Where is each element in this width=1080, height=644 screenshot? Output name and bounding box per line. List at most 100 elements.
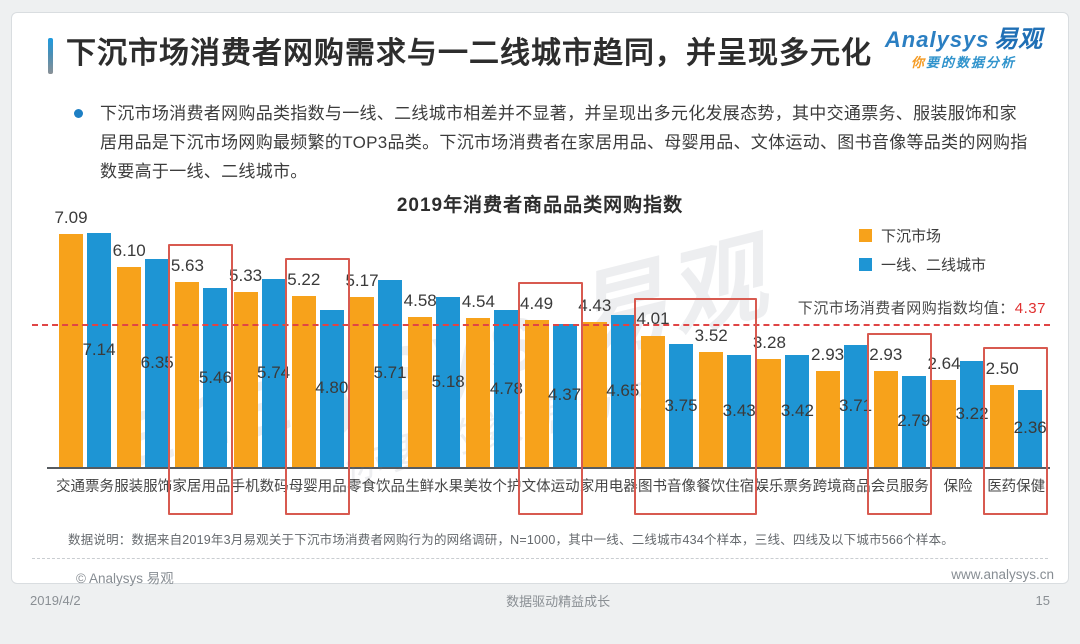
title-accent-bar bbox=[48, 38, 53, 74]
highlight-box bbox=[983, 347, 1049, 515]
chart-title: 2019年消费者商品品类网购指数 bbox=[396, 195, 684, 216]
value-label-tier12-cities: 6.35 bbox=[140, 352, 174, 372]
bullet-dot-icon bbox=[74, 109, 83, 118]
bar-tier12-cities bbox=[669, 344, 693, 467]
bar-tier12-cities bbox=[87, 232, 111, 467]
average-annotation-value: 4.37 bbox=[1014, 299, 1046, 317]
value-label-sinking-market: 2.64 bbox=[927, 354, 961, 374]
value-label-tier12-cities: 3.22 bbox=[955, 404, 989, 424]
category-column: 4.43 4.65 家用电器 bbox=[578, 217, 639, 495]
value-label-tier12-cities: 2.36 bbox=[1013, 418, 1047, 438]
bar-sinking-market bbox=[466, 318, 491, 467]
value-label-tier12-cities: 3.71 bbox=[839, 396, 873, 416]
legend-label-tier12-cities: 一线、二线城市 bbox=[881, 257, 987, 274]
value-label-tier12-cities: 5.46 bbox=[198, 367, 232, 387]
legend-label-sinking-market: 下沉市场 bbox=[881, 228, 942, 245]
legend-swatch-blue bbox=[859, 258, 872, 271]
value-label-sinking-market: 4.49 bbox=[520, 293, 554, 313]
category-column: 2.50 2.36 医药保健 bbox=[986, 217, 1047, 495]
page-title: 下沉市场消费者网购需求与一二线城市趋同，并呈现多元化 bbox=[66, 37, 872, 70]
slide-footer: 2019/4/2 数据驱动精益成长 15 bbox=[30, 591, 1050, 610]
bar-sinking-market bbox=[932, 380, 956, 467]
value-label-tier12-cities: 4.37 bbox=[548, 385, 582, 405]
category-column: 4.58 5.18 生鲜水果 bbox=[404, 217, 465, 495]
category-label: 家用电器 bbox=[579, 479, 638, 495]
legend-swatch-orange bbox=[859, 229, 872, 242]
bar-tier12-cities bbox=[494, 310, 519, 467]
footer-slogan: 数据驱动精益成长 bbox=[506, 594, 611, 609]
chart-legend: 下沉市场 一线、二线城市 bbox=[859, 225, 986, 283]
value-label-sinking-market: 5.22 bbox=[287, 269, 321, 289]
category-column: 5.17 5.71 零食饮品 bbox=[345, 217, 406, 495]
bar-sinking-market bbox=[699, 351, 724, 467]
legend-item-tier12-cities: 一线、二线城市 bbox=[859, 254, 986, 275]
category-label: 娱乐票务 bbox=[754, 479, 813, 495]
category-label: 家居用品 bbox=[172, 479, 231, 495]
category-label: 生鲜水果 bbox=[405, 479, 464, 495]
category-column: 2.64 3.22 保险 bbox=[927, 217, 988, 495]
category-column: 5.63 5.46 家居用品 bbox=[171, 217, 232, 495]
bar-tier12-cities bbox=[145, 258, 170, 467]
value-label-sinking-market: 2.50 bbox=[985, 359, 1019, 378]
value-label-tier12-cities: 5.18 bbox=[431, 372, 465, 391]
logo-tagline: 你要的数据分析 bbox=[885, 56, 1042, 70]
bar-sinking-market bbox=[524, 319, 549, 467]
category-label: 餐饮住宿 bbox=[696, 479, 755, 495]
bar-tier12-cities bbox=[843, 345, 868, 467]
category-label: 会员服务 bbox=[870, 479, 929, 495]
logo-wordmark: Analysys 易观 bbox=[885, 26, 1042, 53]
highlight-box bbox=[866, 332, 932, 515]
category-label: 跨境商品 bbox=[812, 479, 871, 495]
bar-tier12-cities bbox=[319, 309, 344, 467]
value-label-sinking-market: 2.93 bbox=[811, 344, 845, 364]
bar-sinking-market bbox=[815, 370, 840, 467]
bar-sinking-market bbox=[582, 321, 607, 467]
value-label-tier12-cities: 5.71 bbox=[373, 363, 407, 383]
category-label: 手机数码 bbox=[230, 479, 289, 495]
bar-tier12-cities bbox=[378, 279, 402, 467]
value-label-sinking-market: 2.93 bbox=[869, 344, 903, 364]
value-label-sinking-market: 3.52 bbox=[694, 325, 728, 345]
category-label: 医药保健 bbox=[987, 479, 1046, 495]
category-label: 图书音像 bbox=[638, 479, 696, 495]
category-label: 零食饮品 bbox=[347, 479, 405, 495]
bar-sinking-market bbox=[233, 292, 258, 467]
value-label-tier12-cities: 5.74 bbox=[257, 362, 291, 382]
analysys-logo: Analysys 易观 你要的数据分析 bbox=[885, 26, 1042, 71]
category-column: 3.52 3.43 餐饮住宿 bbox=[695, 217, 756, 495]
bar-chart: analysys 易观 你要的数据分析 7.097.14交通票务6.106.35… bbox=[32, 208, 1050, 517]
summary-bullet: 下沉市场消费者网购品类指数与一线、二线城市相差并不显著，并呈现出多元化发展态势，… bbox=[74, 99, 1030, 186]
bar-sinking-market bbox=[408, 316, 433, 467]
copyright-row: © Analysys 易观 www.analysys.cn bbox=[76, 567, 1054, 587]
category-column: 4.49 4.37 文体运动 bbox=[520, 217, 581, 495]
website-text: www.analysys.cn bbox=[951, 567, 1054, 582]
plot-area: 7.09 7.14 交通票务 6.10 6.35 服装服饰 5.63 5.46 家居用品 5.33… bbox=[47, 208, 1050, 515]
category-column: 6.10 6.35 服装服饰 bbox=[113, 217, 174, 495]
bar-sinking-market bbox=[757, 359, 782, 467]
value-label-sinking-market: 5.63 bbox=[170, 256, 204, 276]
value-label-sinking-market: 3.28 bbox=[752, 333, 786, 353]
category-label: 文体运动 bbox=[521, 479, 580, 495]
value-label-tier12-cities: 7.14 bbox=[82, 339, 116, 359]
value-label-sinking-market: 6.10 bbox=[112, 240, 146, 260]
category-column: 2.93 2.79 会员服务 bbox=[869, 217, 930, 495]
bar-sinking-market bbox=[641, 335, 665, 467]
category-label: 服装服饰 bbox=[114, 479, 173, 495]
value-label-sinking-market: 7.09 bbox=[54, 208, 88, 228]
value-label-tier12-cities: 2.79 bbox=[897, 411, 931, 431]
footer-date: 2019/4/2 bbox=[30, 593, 81, 608]
logo-cn-text: 易观 bbox=[994, 26, 1042, 53]
bar-tier12-cities bbox=[1018, 389, 1043, 467]
category-column: 5.33 5.74 手机数码 bbox=[229, 217, 290, 495]
bar-sinking-market bbox=[990, 385, 1015, 467]
average-line bbox=[32, 323, 1050, 326]
value-label-sinking-market: 4.58 bbox=[403, 290, 437, 310]
bar-tier12-cities bbox=[901, 375, 926, 467]
average-annotation-label: 下沉市场消费者网购指数均值： bbox=[797, 299, 1015, 317]
category-column: 4.54 4.78 美妆个护 bbox=[462, 217, 523, 495]
footer-divider bbox=[32, 558, 1048, 559]
highlight-box bbox=[284, 257, 350, 515]
legend-item-sinking-market: 下沉市场 bbox=[859, 225, 986, 246]
value-label-tier12-cities: 4.78 bbox=[489, 378, 523, 398]
value-label-sinking-market: 4.43 bbox=[578, 295, 612, 315]
